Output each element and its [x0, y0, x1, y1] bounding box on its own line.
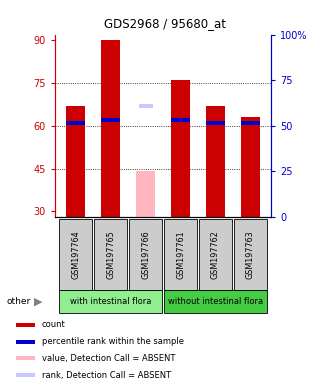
Bar [16, 373, 35, 377]
Text: without intestinal flora: without intestinal flora [168, 297, 263, 306]
Text: other: other [7, 297, 31, 306]
Bar [171, 80, 190, 217]
Bar [164, 219, 197, 290]
Text: GSM197762: GSM197762 [211, 230, 220, 279]
Bar [16, 323, 35, 327]
Bar [171, 118, 190, 122]
Bar [101, 118, 120, 122]
Bar [199, 219, 232, 290]
Bar [129, 219, 162, 290]
Bar [16, 356, 35, 361]
Bar [234, 219, 267, 290]
Bar [241, 117, 260, 217]
Bar [59, 219, 92, 290]
Text: with intestinal flora: with intestinal flora [70, 297, 151, 306]
Text: percentile rank within the sample: percentile rank within the sample [42, 337, 184, 346]
Bar [241, 121, 260, 125]
Text: value, Detection Call = ABSENT: value, Detection Call = ABSENT [42, 354, 175, 363]
Bar [136, 171, 155, 217]
Text: GSM197763: GSM197763 [246, 230, 255, 279]
Bar [66, 106, 85, 217]
Text: GSM197761: GSM197761 [176, 230, 185, 279]
Text: GSM197764: GSM197764 [71, 230, 80, 279]
Bar [101, 40, 120, 217]
Bar [206, 121, 225, 125]
Bar [16, 340, 35, 344]
Text: GSM197766: GSM197766 [141, 230, 150, 279]
Bar [59, 290, 162, 313]
Text: rank, Detection Call = ABSENT: rank, Detection Call = ABSENT [42, 371, 171, 380]
Text: GDS2968 / 95680_at: GDS2968 / 95680_at [105, 17, 226, 30]
Text: count: count [42, 320, 65, 329]
Bar [164, 290, 267, 313]
Bar [94, 219, 127, 290]
Bar [66, 121, 85, 125]
Bar [206, 106, 225, 217]
Text: GSM197765: GSM197765 [106, 230, 115, 279]
Bar [139, 104, 153, 108]
Text: ▶: ▶ [34, 296, 42, 306]
